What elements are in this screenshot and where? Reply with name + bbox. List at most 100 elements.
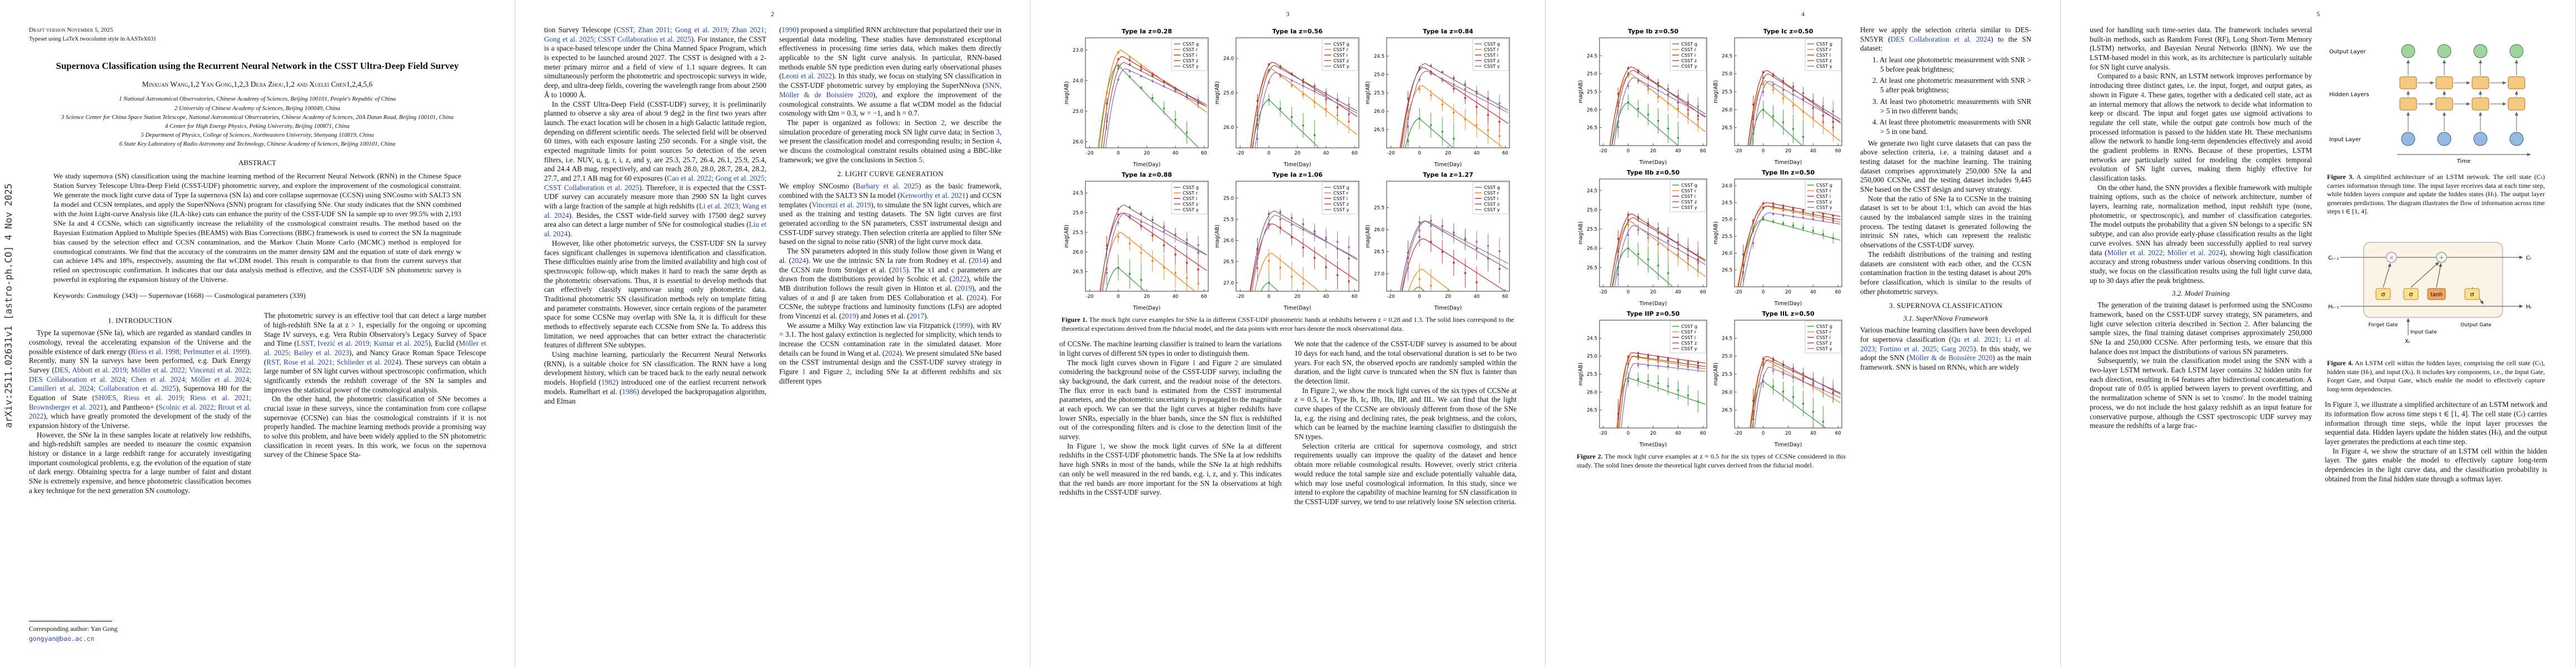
figure3-diagram: Output Layer Hidden Layers Input Layer Time [2325,26,2547,168]
figure4-label: Figure 4. [2327,359,2353,367]
svg-text:CSST z: CSST z [1333,201,1349,207]
svg-text:26.5: 26.5 [1587,408,1597,414]
page2-column-2: (1990) proposed a simplified RNN archite… [779,26,1001,406]
svg-text:CSST r: CSST r [1681,329,1697,335]
paragraph: Various machine learning classifiers hav… [1860,326,2031,371]
svg-text:40: 40 [1675,431,1681,436]
svg-text:26.5: 26.5 [1374,250,1384,255]
svg-text:26.0: 26.0 [1374,227,1384,233]
page-2: 2 tion Survey Telescope (CSST, Zhan 2011… [515,0,1030,667]
paragraph: We assume a Milky Way extinction law via… [779,321,1001,385]
svg-text:20: 20 [1785,148,1791,154]
svg-text:26.0: 26.0 [1223,238,1234,244]
criteria-list-item: 1. At least one photometric measurement … [1872,56,2031,73]
input-layer-label: Input Layer [2329,137,2361,143]
svg-text:25.0: 25.0 [1587,207,1597,213]
svg-text:40: 40 [1172,294,1178,300]
svg-text:mag(AB): mag(AB) [1365,81,1371,104]
svg-text:Time(Day): Time(Day) [1639,160,1667,166]
svg-text:CSST g: CSST g [1484,41,1500,47]
svg-text:20: 20 [1445,151,1451,156]
svg-text:CSST g: CSST g [1333,185,1349,190]
svg-text:0: 0 [1627,290,1630,295]
affiliation-line: 3 Science Center for China Space Station… [61,113,454,121]
paragraph: In Figure 3, we illustrate a simplified … [2325,400,2548,446]
svg-text:Time(Day): Time(Day) [1774,442,1802,448]
svg-text:CSST r: CSST r [1681,188,1697,193]
svg-text:26.0: 26.0 [1374,109,1384,115]
svg-text:CSST y: CSST y [1333,63,1349,69]
paragraph: Type Ia supernovae (SNe Ia), which are r… [29,328,251,430]
svg-text:Type IIP z=0.50: Type IIP z=0.50 [1627,310,1680,317]
light-curve-panel: Type Ib z=0.50 -20 0 20 40 60 24.5 25.0 25.5 26.0… [1578,28,1707,166]
svg-text:27.0: 27.0 [1374,271,1384,277]
svg-text:25.5: 25.5 [1722,234,1732,240]
lstm-architecture-diagram: Output Layer Hidden Layers Input Layer Time [2329,44,2531,165]
figure1-label: Figure 1. [1062,316,1088,323]
svg-text:0: 0 [1762,148,1765,154]
svg-text:24.5: 24.5 [1587,336,1597,341]
svg-text:CSST y: CSST y [1484,207,1500,212]
figure4-diagram: × + σ σ tanh σ Cₜ₋₁ Hₜ₋₁ Xₜ Cₜ Hₜ Forget Gate Input … [2325,223,2547,355]
svg-text:-20: -20 [1735,148,1742,154]
svg-text:Type Ia z=0.88: Type Ia z=0.88 [1122,171,1172,178]
section-heading: 3. SUPERNOVA CLASSIFICATION [1889,301,2002,310]
paragraph: of CCSNe. The machine learning classifie… [1059,340,1282,357]
svg-text:-20: -20 [1387,151,1394,156]
corresponding-author-label: Corresponding author: Yan Gong [29,625,118,633]
paragraph: We employ SNCosmo (Barbary et al. 2025) … [779,182,1002,246]
cell-state-label: Cₜ [2526,255,2532,261]
svg-text:Type Ib z=0.50: Type Ib z=0.50 [1628,28,1678,35]
svg-text:25.5: 25.5 [1223,217,1234,223]
svg-text:24.5: 24.5 [1587,53,1597,59]
svg-text:20: 20 [1294,294,1301,300]
svg-text:CSST r: CSST r [1183,190,1198,196]
svg-text:24.5: 24.5 [1722,200,1732,206]
light-curve-panel: Type IIn z=0.50 -20 0 20 40 60 24.0 24.5 25.0 25.… [1713,169,1842,307]
page-number: 4 [1801,10,1805,18]
svg-text:26.0: 26.0 [1587,246,1597,252]
paragraph: However, like other photometric surveys,… [544,238,766,350]
hidden-state-label: Hₜ [2526,304,2532,310]
svg-text:CSST g: CSST g [1484,185,1500,190]
paragraph: tion Survey Telescope (CSST, Zhan 2011; … [544,26,766,99]
svg-text:Time(Day): Time(Day) [1283,162,1311,168]
svg-text:CSST r: CSST r [1816,47,1832,52]
svg-text:26.5: 26.5 [1587,265,1597,271]
forget-gate-label: Forget Gate [2368,322,2398,328]
light-curve-panel: Type IIP z=0.50 -20 0 20 40 60 24.5 25.0 25.5 26.… [1578,310,1707,448]
svg-text:20: 20 [1144,294,1150,300]
affiliation-line: 4 Center for High Energy Physics, Peking… [165,122,350,130]
svg-text:40: 40 [1323,294,1329,300]
paragraph: We generate two light curve datasets tha… [1860,138,2031,193]
svg-text:20: 20 [1144,151,1150,156]
paragraph: The generation of the training dataset i… [2090,301,2312,356]
svg-text:CSST i: CSST i [1816,193,1831,199]
paragraph: Here we apply the selection criteria sim… [1860,26,2031,53]
subsection-heading: 3.1. SuperNNova Framework [1903,314,1989,323]
svg-text:24.5: 24.5 [1722,53,1732,59]
svg-text:25.5: 25.5 [1587,372,1597,377]
figure1: Type Ia z=0.28 -20 0 20 40 60 23.0 24.0 25.0 26.0… [1059,26,1516,333]
section-heading: 2. LIGHT CURVE GENERATION [837,170,944,178]
affiliation-line: 5 Department of Physics, College of Scie… [141,132,374,139]
svg-text:24.5: 24.5 [1073,191,1083,196]
subsection-heading: 3.2. Model Training [2171,289,2230,298]
svg-text:CSST z: CSST z [1681,340,1697,346]
svg-text:25.0: 25.0 [1223,91,1234,96]
svg-text:CSST z: CSST z [1681,199,1697,205]
svg-text:CSST z: CSST z [1333,58,1349,63]
svg-text:CSST i: CSST i [1183,52,1197,58]
svg-text:60: 60 [1200,294,1207,300]
svg-text:60: 60 [1502,151,1508,156]
paragraph: However, the SNe Ia in these samples loc… [29,430,251,495]
svg-text:24.0: 24.0 [1073,78,1083,84]
svg-text:25.5: 25.5 [1587,227,1597,232]
svg-text:24.5: 24.5 [1587,188,1597,194]
svg-text:60: 60 [1351,294,1357,300]
page1-column-2: The photometric survey is an effective t… [264,311,486,495]
svg-text:60: 60 [1200,151,1207,156]
section-heading: 1. INTRODUCTION [108,316,172,325]
svg-text:Type IIL z=0.50: Type IIL z=0.50 [1762,310,1815,317]
email-link[interactable]: gongyan@bao.ac.cn [29,635,94,643]
